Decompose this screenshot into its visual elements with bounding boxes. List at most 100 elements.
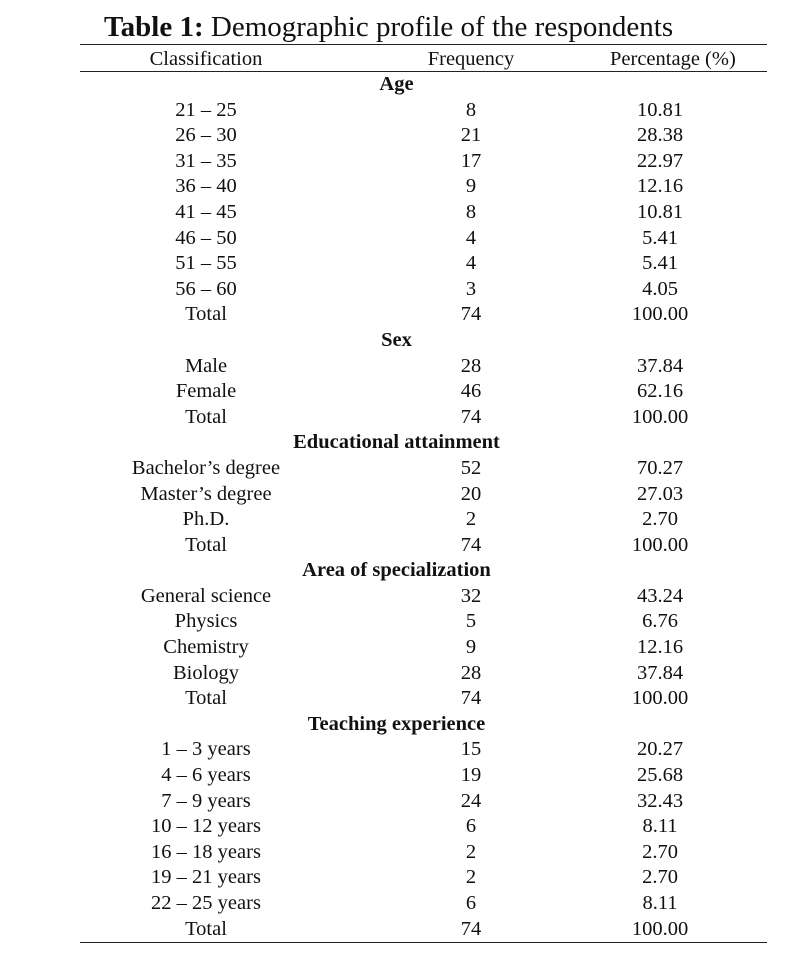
group-header: Teaching experience xyxy=(80,712,767,738)
classification-cell: 31 – 35 xyxy=(175,149,237,172)
classification-cell: 26 – 30 xyxy=(175,124,237,147)
percentage-cell: 43.24 xyxy=(636,584,684,607)
table-row: Biology 28 37.84 xyxy=(80,661,767,687)
group-header: Area of specialization xyxy=(80,558,767,584)
classification-cell: 22 – 25 years xyxy=(151,892,261,914)
group-header: Educational attainment xyxy=(80,430,767,456)
percentage-cell: 37.84 xyxy=(636,354,684,377)
table-body: Age 21 – 25 8 10.81 26 – 30 21 28.38 31 – 35 17 2… xyxy=(80,72,767,942)
frequency-cell: 21 xyxy=(460,124,482,147)
table-title: Demographic profile of the respondents xyxy=(203,11,674,43)
percentage-cell: 20.27 xyxy=(636,738,684,761)
frequency-cell: 24 xyxy=(460,789,482,812)
table-row: 16 – 18 years 2 2.70 xyxy=(80,840,767,866)
percentage-cell: 2.70 xyxy=(642,840,678,863)
classification-cell: Total xyxy=(185,303,227,326)
classification-cell: 10 – 12 years xyxy=(151,815,261,838)
frequency-cell: 28 xyxy=(460,661,482,684)
frequency-cell: 2 xyxy=(465,840,477,863)
frequency-cell: 2 xyxy=(465,508,477,531)
frequency-cell: 3 xyxy=(465,277,477,300)
group-title: Sex xyxy=(381,328,412,351)
header-row: Classification Frequency Percentage (%) xyxy=(80,45,767,71)
classification-cell: 19 – 21 years xyxy=(151,866,261,889)
group-title: Educational attainment xyxy=(293,431,500,454)
percentage-cell: 100.00 xyxy=(631,405,689,428)
percentage-cell: 8.11 xyxy=(642,815,678,838)
classification-cell: 7 – 9 years xyxy=(161,789,251,812)
frequency-cell: 74 xyxy=(460,533,482,556)
frequency-cell: 46 xyxy=(460,380,482,403)
table-row: 26 – 30 21 28.38 xyxy=(80,123,767,149)
percentage-cell: 10.81 xyxy=(636,200,684,223)
header-classification: Classification xyxy=(149,48,263,70)
table-row: 22 – 25 years 6 8.11 xyxy=(80,891,767,917)
classification-cell: General science xyxy=(140,584,272,607)
classification-cell: 56 – 60 xyxy=(175,277,237,300)
classification-cell: Total xyxy=(185,687,227,710)
percentage-cell: 28.38 xyxy=(636,124,684,147)
group-header: Age xyxy=(80,72,767,98)
table-row: Master’s degree 20 27.03 xyxy=(80,482,767,508)
classification-cell: Bachelor’s degree xyxy=(131,456,281,479)
percentage-cell: 2.70 xyxy=(642,866,678,889)
percentage-cell: 37.84 xyxy=(636,661,684,684)
frequency-cell: 19 xyxy=(460,764,482,787)
frequency-cell: 9 xyxy=(465,636,477,659)
percentage-cell: 70.27 xyxy=(636,456,684,479)
table-row: 31 – 35 17 22.97 xyxy=(80,149,767,175)
frequency-cell: 5 xyxy=(465,610,477,633)
group-title: Area of specialization xyxy=(302,559,491,582)
classification-cell: 21 – 25 xyxy=(175,98,237,121)
percentage-cell: 25.68 xyxy=(636,764,684,787)
percentage-cell: 5.41 xyxy=(642,226,678,249)
classification-cell: Total xyxy=(185,405,227,428)
percentage-cell: 62.16 xyxy=(636,380,684,403)
table-row: 10 – 12 years 6 8.11 xyxy=(80,814,767,840)
table-caption: Table 1: Demographic profile of the resp… xyxy=(104,10,673,44)
classification-cell: Physics xyxy=(174,610,238,633)
percentage-cell: 12.16 xyxy=(636,175,684,198)
percentage-cell: 10.81 xyxy=(636,98,684,121)
table-row: 19 – 21 years 2 2.70 xyxy=(80,865,767,891)
table-row: 36 – 40 9 12.16 xyxy=(80,174,767,200)
percentage-cell: 2.70 xyxy=(642,508,678,531)
percentage-cell: 32.43 xyxy=(636,789,684,812)
header-rule xyxy=(80,71,767,72)
table-row: 51 – 55 4 5.41 xyxy=(80,251,767,277)
percentage-cell: 100.00 xyxy=(631,533,689,556)
percentage-cell: 27.03 xyxy=(636,482,684,505)
percentage-cell: 100.00 xyxy=(631,303,689,326)
table-row: Male 28 37.84 xyxy=(80,354,767,380)
percentage-cell: 12.16 xyxy=(636,636,684,659)
total-row: Total 74 100.00 xyxy=(80,533,767,559)
percentage-cell: 6.76 xyxy=(642,610,678,633)
frequency-cell: 4 xyxy=(465,226,477,249)
frequency-cell: 20 xyxy=(460,482,482,505)
classification-cell: Master’s degree xyxy=(140,482,272,505)
table-row: 1 – 3 years 15 20.27 xyxy=(80,737,767,763)
classification-cell: Total xyxy=(185,533,227,556)
classification-cell: Biology xyxy=(172,661,240,684)
table-row: 41 – 45 8 10.81 xyxy=(80,200,767,226)
classification-cell: 51 – 55 xyxy=(175,252,237,275)
bottom-rule xyxy=(80,942,767,944)
table-row: Bachelor’s degree 52 70.27 xyxy=(80,456,767,482)
total-row: Total 74 100.00 xyxy=(80,917,767,943)
frequency-cell: 4 xyxy=(465,252,477,275)
table-row: 46 – 50 4 5.41 xyxy=(80,226,767,252)
percentage-cell: 100.00 xyxy=(631,687,689,710)
frequency-cell: 28 xyxy=(460,354,482,377)
classification-cell: 36 – 40 xyxy=(175,175,237,198)
frequency-cell: 52 xyxy=(460,456,482,479)
frequency-cell: 8 xyxy=(465,200,477,223)
total-row: Total 74 100.00 xyxy=(80,686,767,712)
demographic-table: Classification Frequency Percentage (%) … xyxy=(80,44,767,944)
table-row: Physics 5 6.76 xyxy=(80,609,767,635)
classification-cell: 16 – 18 years xyxy=(151,840,261,863)
table-row: Chemistry 9 12.16 xyxy=(80,635,767,661)
total-row: Total 74 100.00 xyxy=(80,405,767,431)
group-title: Age xyxy=(379,73,414,95)
classification-cell: 41 – 45 xyxy=(175,200,237,223)
classification-cell: Ph.D. xyxy=(182,508,230,531)
